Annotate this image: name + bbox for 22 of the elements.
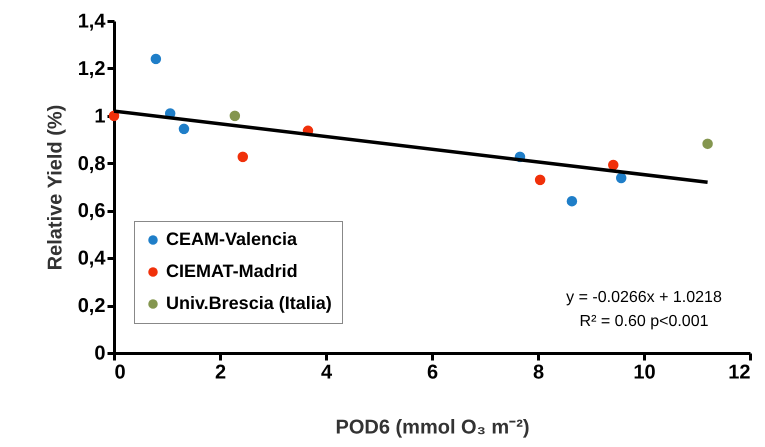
- y-tick-label: 0,8: [78, 152, 106, 175]
- y-tick-label: 0: [94, 342, 106, 364]
- x-tick-label: 10: [633, 362, 656, 384]
- x-tick-label: 12: [728, 362, 750, 384]
- y-tick-label: 1,2: [78, 58, 106, 80]
- y-tick-label: 0,2: [78, 295, 106, 318]
- y-tick-label: 1,4: [78, 10, 106, 32]
- y-tick-label: 0,6: [78, 200, 106, 222]
- y-tick-label: 0,4: [78, 248, 106, 270]
- x-tick-label: 0: [114, 362, 126, 384]
- x-tick-label: 2: [214, 362, 226, 384]
- legend-label: CIEMAT-Madrid: [166, 261, 298, 281]
- annotation: y = -0.0266x + 1.0218: [566, 289, 722, 306]
- y-axis-title: Relative Yield (%): [44, 104, 67, 270]
- legend-label: Univ.Brescia (Italia): [166, 293, 332, 313]
- x-tick-label: 6: [426, 362, 438, 384]
- annotation: R² = 0.60 p<0.001: [580, 313, 709, 330]
- x-tick-label: 4: [320, 362, 333, 384]
- x-axis-title: POD6 (mmol O₃ m⁻²): [335, 416, 530, 438]
- x-tick-label: 8: [532, 362, 544, 384]
- y-tick-label: 1: [94, 105, 106, 128]
- legend-label: CEAM-Valencia: [166, 229, 298, 249]
